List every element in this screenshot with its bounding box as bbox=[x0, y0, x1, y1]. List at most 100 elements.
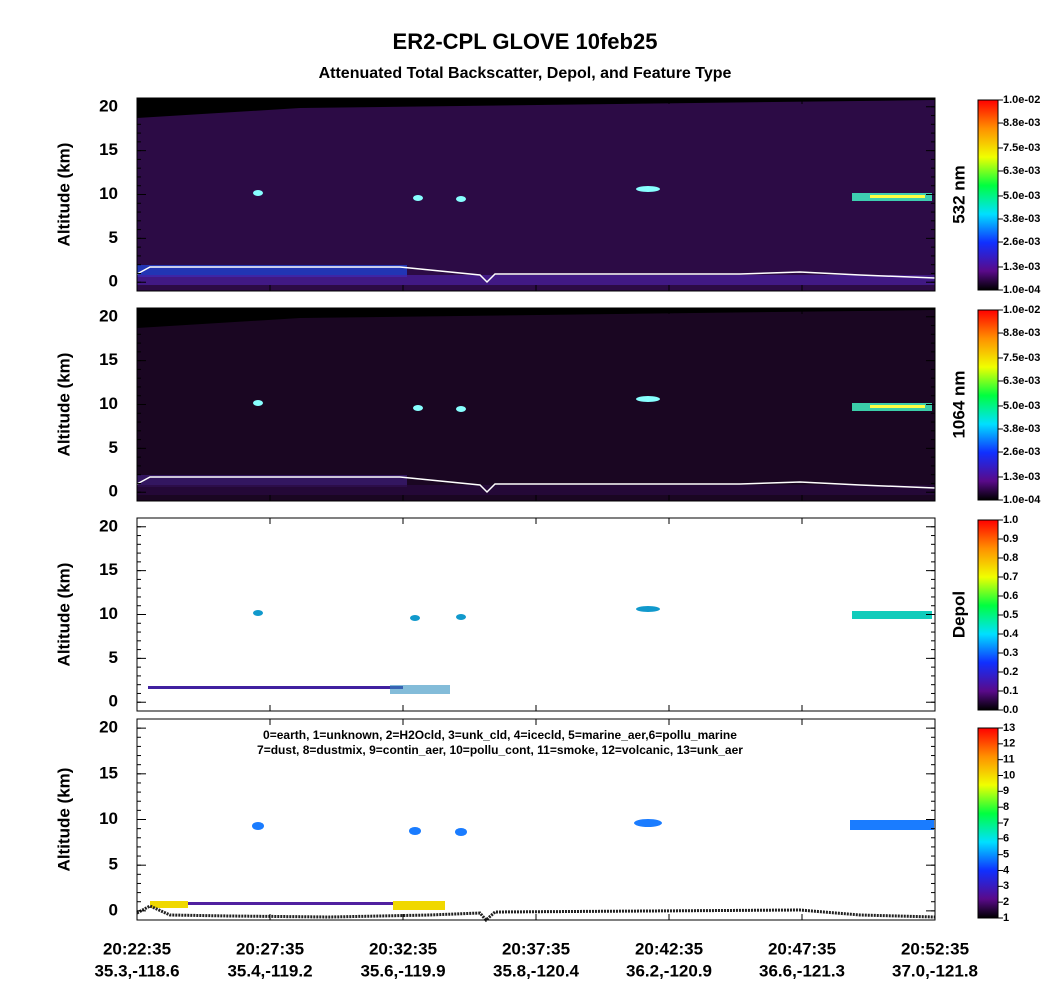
depol-cloud bbox=[253, 610, 263, 616]
depol-layer bbox=[148, 686, 403, 689]
depol-cloud bbox=[456, 614, 466, 620]
ft-dust bbox=[393, 901, 445, 910]
y-tick-label: 15 bbox=[99, 763, 118, 782]
colorbar-label: 11 bbox=[1003, 754, 1015, 766]
backscatter-bg bbox=[137, 308, 935, 501]
colorbar-label: 0.4 bbox=[1003, 628, 1019, 640]
annotation: 7=dust, 8=dustmix, 9=contin_aer, 10=poll… bbox=[257, 743, 743, 757]
colorbar-label: 7 bbox=[1003, 817, 1009, 829]
x-tick-location: 37.0,-121.8 bbox=[892, 961, 978, 980]
colorbar-label: 5 bbox=[1003, 849, 1009, 861]
colorbar bbox=[977, 99, 999, 291]
colorbar-label: 5.0e-03 bbox=[1003, 400, 1040, 412]
y-axis-label: Altitude (km) bbox=[54, 143, 73, 247]
cloud bbox=[456, 406, 466, 412]
y-tick-label: 0 bbox=[109, 900, 118, 919]
depol-cloud bbox=[410, 615, 420, 621]
cloud bbox=[636, 186, 660, 192]
colorbar-label: 13 bbox=[1003, 722, 1015, 734]
ft-cloud bbox=[409, 827, 421, 835]
cloud bbox=[456, 196, 466, 202]
y-tick-label: 20 bbox=[99, 516, 118, 535]
colorbar-label: 0.1 bbox=[1003, 685, 1018, 697]
x-tick-time: 20:37:35 bbox=[502, 939, 570, 958]
title: ER2-CPL GLOVE 10feb25 bbox=[393, 29, 658, 54]
colorbar-label: 7.5e-03 bbox=[1003, 142, 1040, 154]
y-axis-label: Altitude (km) bbox=[54, 353, 73, 457]
backscatter-bg bbox=[137, 98, 935, 291]
depol-aerosol bbox=[390, 685, 450, 694]
y-tick-label: 15 bbox=[99, 140, 118, 159]
colorbar-label: 9 bbox=[1003, 785, 1009, 797]
depol-cirrus bbox=[852, 611, 932, 619]
cloud bbox=[413, 195, 423, 201]
colorbar-label: 2 bbox=[1003, 896, 1009, 908]
boundary-layer bbox=[137, 475, 407, 487]
x-tick-time: 20:22:35 bbox=[103, 939, 171, 958]
surface-line bbox=[136, 476, 936, 494]
y-tick-label: 5 bbox=[109, 648, 118, 667]
y-axis-label: Altitude (km) bbox=[54, 563, 73, 667]
colorbar-label: 0.5 bbox=[1003, 609, 1018, 621]
colorbar-label: 3 bbox=[1003, 880, 1009, 892]
x-tick-location: 36.2,-120.9 bbox=[626, 961, 712, 980]
colorbar-label: 6.3e-03 bbox=[1003, 375, 1040, 387]
y-tick-label: 5 bbox=[109, 228, 118, 247]
colorbar bbox=[977, 309, 999, 501]
near-surface bbox=[137, 275, 935, 285]
y-tick-label: 15 bbox=[99, 560, 118, 579]
annotation: 0=earth, 1=unknown, 2=H2Ocld, 3=unk_cld,… bbox=[263, 728, 737, 742]
y-tick-label: 10 bbox=[99, 809, 118, 828]
ft-dust bbox=[150, 901, 188, 908]
colorbar-label: 7.5e-03 bbox=[1003, 352, 1040, 364]
y-tick-label: 5 bbox=[109, 855, 118, 874]
colorbar-label: 1.0 bbox=[1003, 514, 1018, 526]
shade bbox=[137, 308, 935, 328]
colorbar bbox=[977, 727, 999, 919]
y-tick-label: 0 bbox=[109, 692, 118, 711]
colorbar-label: 0.9 bbox=[1003, 533, 1018, 545]
y-axis-label: Altitude (km) bbox=[54, 768, 73, 872]
near-surface bbox=[137, 485, 935, 495]
colorbar-label: 12 bbox=[1003, 738, 1015, 750]
cloud bbox=[413, 405, 423, 411]
x-tick-time: 20:27:35 bbox=[236, 939, 304, 958]
colorbar-label: 10 bbox=[1003, 769, 1015, 781]
x-tick-location: 35.8,-120.4 bbox=[493, 961, 580, 980]
colorbar-label: 6 bbox=[1003, 833, 1009, 845]
x-tick-time: 20:52:35 bbox=[901, 939, 969, 958]
colorbar-label: 0.0 bbox=[1003, 704, 1018, 716]
colorbar-label: 1.0e-02 bbox=[1003, 94, 1040, 106]
y-tick-label: 0 bbox=[109, 272, 118, 291]
colorbar-label: 8.8e-03 bbox=[1003, 327, 1040, 339]
colorbar-title: 532 nm bbox=[949, 165, 968, 224]
cirrus-core bbox=[870, 405, 925, 408]
colorbar-label: 3.8e-03 bbox=[1003, 213, 1040, 225]
colorbar-label: 8 bbox=[1003, 801, 1009, 813]
y-tick-label: 15 bbox=[99, 350, 118, 369]
colorbar-label: 1.3e-03 bbox=[1003, 261, 1040, 273]
colorbar-label: 1.0e-04 bbox=[1003, 284, 1041, 296]
colorbar-label: 0.7 bbox=[1003, 571, 1018, 583]
colorbar bbox=[977, 519, 999, 711]
colorbar-label: 1.0e-04 bbox=[1003, 494, 1041, 506]
surface-line bbox=[136, 266, 936, 284]
y-tick-label: 10 bbox=[99, 184, 118, 203]
cloud bbox=[253, 190, 263, 196]
colorbar-label: 6.3e-03 bbox=[1003, 165, 1040, 177]
x-tick-location: 35.6,-119.9 bbox=[360, 961, 445, 980]
x-tick-time: 20:47:35 bbox=[768, 939, 836, 958]
y-tick-label: 20 bbox=[99, 96, 118, 115]
shade bbox=[137, 98, 935, 118]
colorbar-label: 1.3e-03 bbox=[1003, 471, 1040, 483]
ft-unknown bbox=[188, 902, 393, 905]
y-tick-label: 0 bbox=[109, 482, 118, 501]
cloud bbox=[253, 400, 263, 406]
subtitle: Attenuated Total Backscatter, Depol, and… bbox=[319, 65, 732, 82]
curtain-imagery bbox=[136, 98, 936, 923]
x-tick-location: 36.6,-121.3 bbox=[759, 961, 845, 980]
colorbar-label: 0.8 bbox=[1003, 552, 1018, 564]
y-tick-label: 10 bbox=[99, 604, 118, 623]
y-tick-label: 20 bbox=[99, 306, 118, 325]
